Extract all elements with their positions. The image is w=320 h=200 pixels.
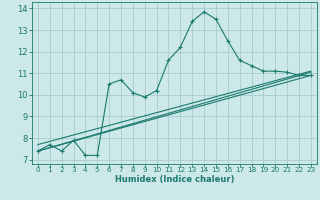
X-axis label: Humidex (Indice chaleur): Humidex (Indice chaleur) [115,175,234,184]
